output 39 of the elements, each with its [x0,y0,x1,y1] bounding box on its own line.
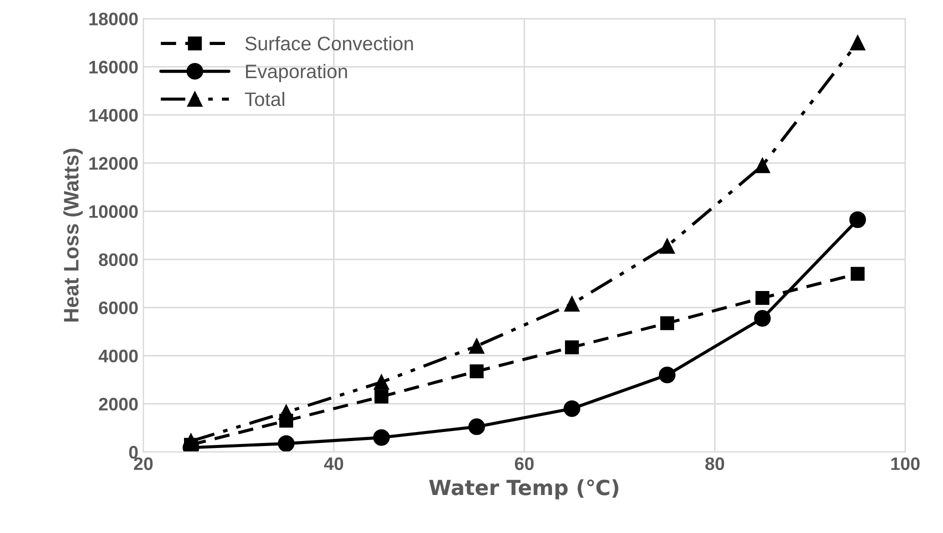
point [278,435,295,452]
legend-label: Total [244,92,284,106]
y-tick-label: 18000 [89,12,138,26]
y-tick-label: 0 [129,446,138,459]
point [849,211,866,228]
point [754,310,771,327]
x-tick-label: 100 [891,457,920,470]
y-tick-label: 6000 [98,301,138,314]
x-tick-label: 40 [324,457,344,470]
point [660,316,674,330]
x-axis-title: Water Temp (℃) [429,479,618,500]
y-tick-label: 2000 [98,398,138,411]
y-tick-label: 16000 [89,60,138,74]
point [374,374,390,390]
y-axis-title: Heat Loss (Watts) [63,148,83,322]
y-tick-label: 8000 [98,253,138,266]
point [373,429,390,446]
point [564,296,580,312]
point [658,366,676,384]
y-tick-label: 12000 [89,157,138,170]
point [660,238,675,254]
point [564,400,580,417]
point [468,418,486,436]
y-tick-label: 4000 [98,350,138,362]
point [469,338,484,354]
point [374,390,388,404]
point [755,290,770,305]
x-tick-label: 20 [134,457,153,470]
point [470,364,484,378]
point [850,266,865,281]
legend-label: Surface Convection [245,36,413,50]
y-tick-label: 10000 [89,205,138,218]
x-tick-label: 60 [514,457,534,470]
x-tick-label: 80 [705,457,724,470]
y-tick-label: 14000 [89,108,138,122]
point [564,340,579,354]
point [754,158,770,174]
point [850,35,866,50]
legend-label: Evaporation [246,64,347,82]
